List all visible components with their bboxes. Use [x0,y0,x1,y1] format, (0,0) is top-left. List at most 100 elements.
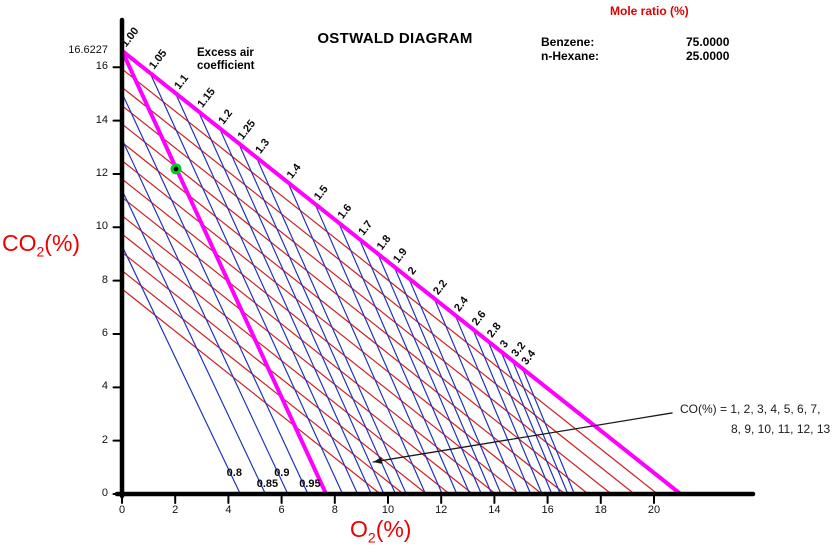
lambda-line-2.6 [472,328,543,495]
excess-air-caption: Excess air coefficient [197,47,255,73]
lambda-line-1.05 [149,72,344,495]
x-tick-label-12: 12 [435,504,448,516]
page-title: OSTWALD DIAGRAM [317,30,473,47]
lambda-line-1.15 [197,110,372,495]
lambda-label-1.1: 1.1 [172,72,191,91]
lambda-line-1.25 [238,142,397,495]
x-tick-label-10: 10 [381,504,395,516]
x-tick-label-14: 14 [488,504,501,516]
lambda-line-2.2 [433,297,518,495]
fuel-value-benzene: 75.0000 [686,35,730,49]
lambda-line-0.8 [121,245,241,495]
lambda-line-3 [500,350,561,495]
co-line-5 [121,141,566,495]
y-axis-title-sub: 2 [36,243,45,260]
y-tick-label-2: 2 [101,433,108,446]
y-tick-label-12: 12 [95,166,108,179]
x-axis-title-sub: 2 [367,529,376,546]
x-tick-label-8: 8 [331,504,338,516]
excess-air-caption-line1: Excess air [197,47,254,59]
x-tick-label-2: 2 [172,504,179,516]
lambda-label-1.4: 1.4 [285,161,304,181]
annotation-arrow-head [373,457,383,464]
fuel-name-hexane: n-Hexane: [541,49,600,63]
lambda-label-1.05: 1.05 [147,47,170,71]
x-axis-title-unit: (%) [375,516,412,542]
lambda-label-1.6: 1.6 [335,202,354,221]
lambda-label-2.2: 2.2 [431,278,450,297]
lambda-line-1.4 [287,181,427,495]
y-tick-label-4: 4 [101,380,108,393]
stoichiometric-boundary-line [120,48,329,496]
lambda-label-2.6: 2.6 [470,309,489,328]
complete-combustion-boundary-line [120,48,683,496]
y-axis-title: CO2(%) [2,230,80,260]
lambda-label-1.3: 1.3 [253,137,272,156]
fuel-name-benzene: Benzene: [541,35,595,49]
lambda-label-0.8: 0.8 [227,467,242,479]
lambda-label-0.95: 0.95 [299,478,320,490]
x-tick-label-20: 20 [647,504,661,516]
lambda-line-0.85 [121,189,267,495]
co-line-11 [121,251,428,495]
operating-point-center [173,166,179,172]
lambda-label-2.8: 2.8 [485,321,504,340]
lambda-line-2.8 [487,340,553,495]
lambda-label-1.9: 1.9 [391,246,410,265]
lambda-line-1.8 [377,253,483,495]
lambda-line-1.5 [314,203,443,495]
x-tick-label-6: 6 [278,504,285,516]
x-axis-title: O2(%) [350,516,411,546]
lambda-label-1.15: 1.15 [195,86,218,110]
lambda-label-0.85: 0.85 [257,478,278,490]
y-tick-label-16: 16 [95,60,108,73]
lambda-line-1.3 [255,156,407,495]
lambda-label-1.25: 1.25 [236,118,259,142]
y-tick-label-14: 14 [95,113,108,126]
co-line-12 [121,270,405,495]
mole-ratio-title: Mole ratio (%) [610,4,689,18]
lambda-label-0.9: 0.9 [274,467,289,479]
co-line-8 [121,196,497,495]
lambda-label-1.7: 1.7 [356,218,375,237]
y-max-value-label: 16.6227 [68,44,108,56]
x-tick-label-4: 4 [225,504,232,516]
excess-air-caption-line2: coefficient [197,60,255,72]
y-tick-label-10: 10 [95,220,108,233]
lambda-line-2 [408,277,502,495]
lambda-label-1.8: 1.8 [375,233,394,252]
lambda-line-3.4 [521,367,576,495]
co-lines-annotation-line1: CO(%) = 1, 2, 3, 4, 5, 6, 7, [680,402,821,416]
co-line-13 [121,288,381,495]
lambda-label-1.5: 1.5 [312,183,331,202]
co-line-9 [121,215,474,495]
lambda-line-1.1 [174,92,359,495]
x-tick-label-0: 0 [118,504,126,516]
y-axis-title-text: CO [2,230,37,256]
lambda-line-1.9 [393,266,493,495]
co-line-7 [121,178,520,495]
co-line-10 [121,233,451,495]
lambda-line-0.95 [121,92,309,495]
annotation-arrow-line [372,412,673,463]
co-line-3 [121,105,612,495]
lambda-line-3.2 [511,359,569,495]
y-tick-label-8: 8 [101,273,108,286]
lambda-line-2.4 [454,314,532,495]
lambda-line-1.6 [337,221,458,495]
co-line-2 [121,86,636,495]
lambda-label-2.4: 2.4 [452,294,471,314]
lambda-label-1.2: 1.2 [216,107,235,126]
y-tick-label-6: 6 [101,326,108,339]
x-tick-label-18: 18 [594,504,607,516]
y-axis-title-unit: (%) [44,230,81,256]
fuel-value-hexane: 25.0000 [686,49,730,63]
lambda-line-1.7 [358,238,471,495]
x-axis-title-text: O [350,516,368,542]
y-tick-label-0: 0 [101,487,108,499]
x-tick-label-16: 16 [541,504,554,516]
co-lines-annotation-line2: 8, 9, 10, 11, 12, 13 [731,422,831,436]
lambda-line-0.9 [121,138,289,495]
